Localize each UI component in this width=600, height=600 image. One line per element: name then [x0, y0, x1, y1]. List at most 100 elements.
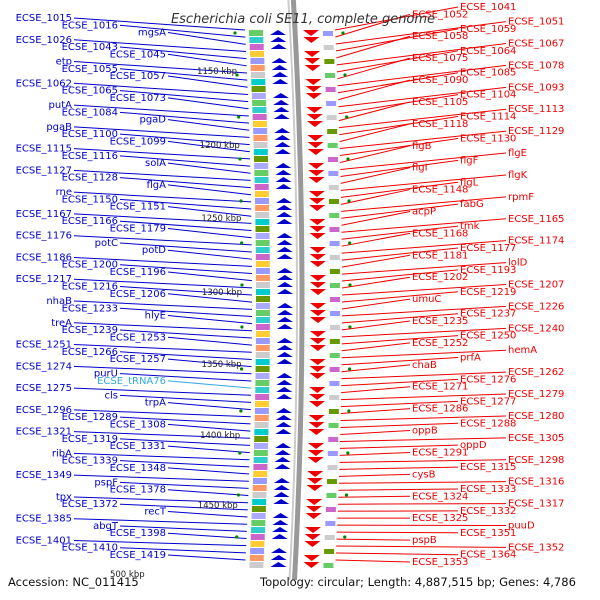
gene-label: ECSE_1372 — [62, 499, 118, 510]
connector-line — [119, 24, 246, 38]
gc-dot — [347, 367, 352, 371]
feature-block — [327, 465, 338, 470]
connector-line — [336, 531, 459, 534]
connector-line — [119, 286, 253, 296]
gc-dot — [240, 241, 244, 245]
feature-arrow — [306, 499, 323, 505]
connector-line — [341, 313, 459, 324]
connector-line — [73, 126, 250, 138]
feature-block — [325, 521, 336, 526]
accession-label: Accession: NC_011415 — [8, 575, 139, 589]
feature-arrow — [309, 303, 326, 309]
connector-line — [167, 467, 250, 475]
gc-dot — [348, 325, 352, 329]
connector-line — [337, 57, 411, 80]
feature-arrow — [306, 114, 323, 120]
gene-label: ECSE_1339 — [62, 456, 118, 467]
connector-line — [340, 174, 507, 191]
connector-line — [337, 64, 507, 87]
gene-label: ECSE_1333 — [460, 484, 516, 495]
connector-line — [119, 90, 249, 103]
gene-label: ECSE_1057 — [110, 71, 166, 82]
feature-block — [254, 422, 269, 428]
feature-block — [253, 128, 268, 134]
genome-backbone-inner — [287, 0, 299, 581]
feature-arrow — [276, 240, 293, 245]
gene-label: ECSE_1271 — [412, 382, 468, 393]
gene-label: ECSE_1250 — [460, 331, 516, 342]
connector-line — [73, 518, 248, 525]
feature-arrow — [309, 198, 326, 204]
gene-label: ECSE_1075 — [412, 53, 468, 64]
feature-block — [329, 269, 340, 274]
feature-block — [255, 338, 270, 344]
connector-line — [119, 155, 251, 167]
feature-arrow — [276, 317, 293, 322]
gene-label: ECSE_1116 — [62, 151, 118, 162]
connector-line — [340, 145, 411, 163]
feature-arrow — [309, 275, 326, 281]
feature-arrow — [276, 212, 293, 217]
connector-line — [73, 278, 253, 289]
feature-block — [329, 339, 340, 344]
gene-label: ECSE_1090 — [412, 75, 468, 86]
feature-block — [325, 507, 336, 512]
tick-label: 1300 kbp — [202, 288, 242, 298]
gene-label: ECSE_1319 — [62, 434, 118, 445]
connector-line — [341, 276, 411, 289]
feature-block — [325, 73, 336, 78]
feature-block — [255, 380, 270, 386]
feature-block — [329, 241, 340, 246]
connector-line — [73, 431, 251, 439]
feature-block — [252, 492, 267, 498]
connector-line — [335, 13, 411, 38]
feature-block — [251, 72, 266, 78]
feature-arrow — [305, 79, 322, 85]
gene-label: pgaB — [46, 122, 72, 133]
gc-dot — [240, 325, 244, 329]
connector-line — [73, 300, 253, 310]
gene-label: ECSE_1352 — [508, 542, 564, 553]
feature-arrow — [270, 37, 287, 42]
connector-line — [337, 503, 507, 505]
connector-line — [340, 408, 411, 415]
feature-arrow — [276, 324, 293, 329]
gene-label: hlyE — [145, 311, 166, 322]
gene-label: flgF — [460, 155, 479, 166]
gene-label: flgK — [508, 170, 528, 181]
connector-line — [119, 438, 250, 446]
gene-label: ECSE_1332 — [460, 506, 516, 517]
gene-label: ECSE_1165 — [508, 214, 564, 225]
feature-block — [255, 233, 270, 239]
gene-label: ECSE_1200 — [62, 260, 118, 271]
feature-block — [329, 353, 340, 358]
connector-line — [341, 210, 411, 226]
feature-arrow — [304, 65, 321, 71]
gc-dot — [236, 493, 241, 497]
feature-arrow — [309, 338, 326, 344]
connector-line — [73, 539, 247, 547]
gene-label: ECSE_1235 — [412, 316, 468, 327]
connector-line — [341, 393, 507, 401]
gene-label: ECSE_1251 — [16, 340, 72, 351]
connector-line — [167, 119, 250, 131]
feature-block — [329, 297, 340, 302]
feature-arrow — [276, 219, 293, 224]
feature-arrow — [308, 415, 325, 421]
right-gene-labels: ECSE_1041ECSE_1052ECSE_1051ECSE_1059ECSE… — [412, 2, 564, 568]
feature-block — [253, 142, 268, 148]
feature-arrow — [303, 30, 320, 36]
connector-line — [119, 503, 248, 511]
feature-arrow — [270, 44, 287, 49]
feature-block — [255, 289, 270, 295]
gene-label: ECSE_1331 — [110, 441, 166, 452]
feature-block — [252, 121, 267, 127]
feature-arrow — [309, 219, 326, 225]
gene-label: ECSE_1128 — [62, 173, 118, 184]
gene-label: ECSE_1105 — [412, 97, 468, 108]
feature-arrow — [305, 513, 322, 519]
feature-block — [254, 429, 269, 435]
gene-label: ECSE_1216 — [62, 282, 118, 293]
connector-line — [341, 232, 411, 247]
gene-label: puuD — [508, 520, 535, 531]
